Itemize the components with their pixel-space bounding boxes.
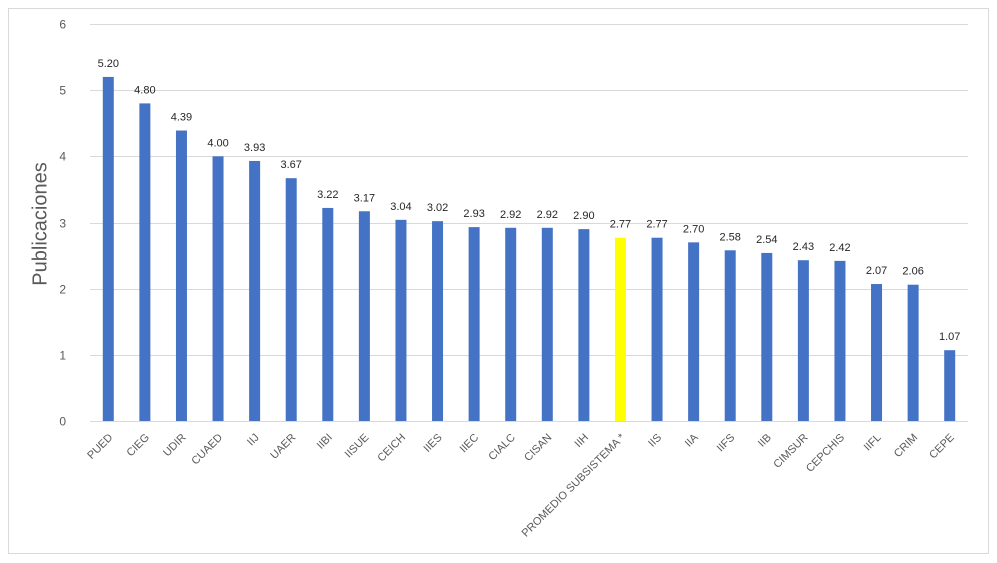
data-label: 3.04 (390, 201, 411, 213)
bar (175, 130, 187, 422)
data-label: 2.58 (719, 231, 740, 243)
x-category-label: IIFS (715, 432, 738, 455)
y-tick-label: 4 (59, 150, 66, 164)
data-label: 2.77 (610, 219, 631, 231)
data-label: 4.80 (134, 84, 155, 96)
bar (944, 350, 956, 421)
x-category-label: IIES (421, 432, 444, 455)
data-label: 2.92 (500, 209, 521, 221)
x-category-label: IIJ (245, 432, 262, 449)
x-category-label: PUED (85, 432, 115, 462)
x-category-label: IIS (646, 432, 664, 450)
y-tick-label: 0 (59, 415, 66, 429)
bar (578, 229, 590, 421)
y-tick-label: 6 (59, 18, 66, 32)
x-category-label: UAER (268, 432, 298, 462)
x-category-label: CIALC (486, 432, 517, 463)
data-label: 2.90 (573, 210, 594, 222)
bar (761, 252, 773, 421)
x-category-label: CEPCHIS (804, 432, 847, 475)
data-label: 4.00 (207, 137, 228, 149)
x-category-label: CUAED (189, 432, 225, 468)
y-tick-label: 1 (59, 349, 66, 363)
data-label: 3.67 (280, 159, 301, 171)
bar (468, 227, 480, 421)
data-label: 3.02 (427, 202, 448, 214)
bar (651, 237, 663, 421)
x-category-label: IIBI (315, 432, 335, 452)
bar (139, 103, 151, 422)
bar (432, 221, 444, 421)
gridlines (90, 24, 968, 422)
bar (285, 178, 297, 421)
data-label: 4.39 (171, 112, 192, 124)
data-label: 2.06 (902, 266, 923, 278)
x-category-label: CISAN (522, 432, 554, 464)
data-label: 2.92 (537, 209, 558, 221)
data-label: 3.22 (317, 189, 338, 201)
bar (395, 219, 407, 421)
x-category-label: IIH (573, 432, 591, 450)
bar (358, 211, 370, 421)
data-label: 2.93 (463, 208, 484, 220)
y-tick-label: 3 (59, 217, 66, 231)
bar (834, 260, 846, 421)
bar (322, 207, 334, 421)
bar (249, 160, 261, 421)
data-label: 2.42 (829, 242, 850, 254)
x-category-label: IIB (756, 432, 774, 450)
data-label: 2.07 (866, 265, 887, 277)
y-axis-ticks: 0 1 2 3 4 5 6 (59, 18, 66, 429)
x-axis-categories: PUED CIEG UDIR CUAED IIJ UAER IIBI IISUE CEICH II… (85, 431, 957, 539)
y-tick-label: 5 (59, 84, 66, 98)
x-category-label: CEICH (375, 432, 408, 465)
x-category-label: IIEC (458, 432, 482, 456)
bar (724, 250, 736, 421)
data-label: 2.70 (683, 223, 704, 235)
x-category-label: IISUE (343, 432, 372, 461)
bar (505, 227, 517, 421)
bar (614, 237, 626, 421)
x-category-label: IIFL (862, 432, 884, 454)
data-label: 2.77 (646, 219, 667, 231)
bar (212, 156, 224, 422)
bars (102, 76, 956, 422)
bar (907, 284, 919, 421)
x-category-label: CIEG (124, 432, 152, 460)
data-label: 3.17 (354, 192, 375, 204)
x-category-label: IIA (683, 431, 701, 449)
data-label: 2.54 (756, 234, 777, 246)
chart-frame (8, 8, 989, 554)
x-category-label: CRIM (892, 432, 920, 460)
bar (541, 227, 553, 421)
y-tick-label: 2 (59, 283, 66, 297)
x-category-label: UDIR (161, 432, 189, 460)
data-labels: 5.20 4.80 4.39 4.00 3.93 3.67 3.22 3.17 3.04 3.02… (98, 58, 961, 343)
x-category-label: CEPE (927, 432, 957, 462)
data-label: 1.07 (939, 331, 960, 343)
data-label: 2.43 (793, 241, 814, 253)
bar (871, 284, 883, 421)
bar (797, 260, 809, 421)
data-label: 5.20 (98, 58, 119, 70)
bar (102, 76, 114, 421)
data-label: 3.93 (244, 142, 265, 154)
bar (688, 242, 700, 421)
